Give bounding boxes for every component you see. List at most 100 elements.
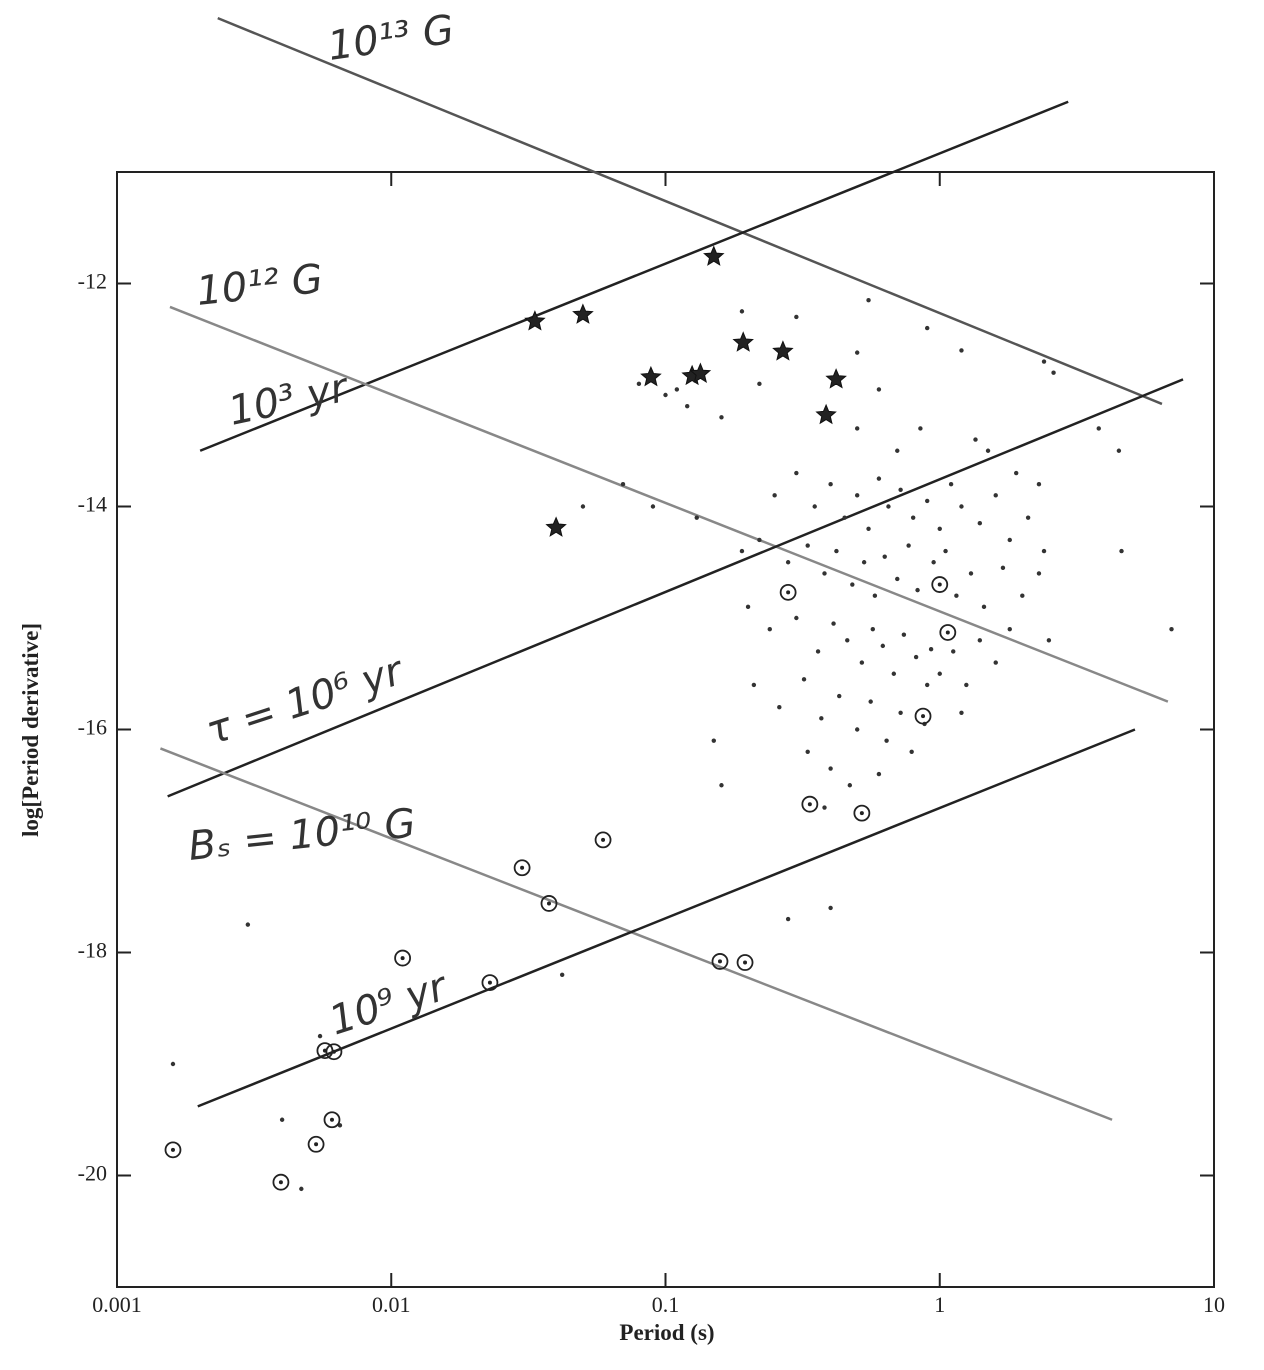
pulsar-dot [868,699,873,704]
marker-center [601,837,606,842]
pulsar-dot [918,426,923,431]
pulsar-dot [812,504,817,509]
pulsar-dot [910,515,916,520]
pulsar-dot [719,415,724,420]
y-tick-label: -20 [78,1161,107,1186]
binary-marker [272,1173,290,1191]
pulsar-dot [847,783,853,788]
marker-ring [307,1135,325,1153]
pulsar-dot [1119,548,1124,554]
pulsar-dot [831,621,836,626]
pulsar-dot [876,476,882,481]
y-tick-label: -12 [78,269,107,294]
star-marker [524,310,546,331]
pulsar-dot [772,493,777,498]
pulsar-dot [954,593,959,598]
pulsar-dot [959,710,964,715]
pulsar-dot [925,498,930,504]
star-marker [572,303,594,324]
x-tick-label: 0.001 [92,1292,142,1317]
marker-center [921,714,926,719]
pulsar-dot [943,548,948,554]
marker-ring [272,1173,290,1191]
marker-ring [164,1141,182,1159]
pulsar-dot [951,649,956,654]
pulsar-dot [866,526,871,531]
pulsar-dot [794,314,799,320]
reference-line [159,747,1113,1121]
marker-ring [779,583,797,601]
pulsar-dot [977,521,983,526]
pulsar-dot [880,643,886,649]
pulsar-dot [805,543,810,548]
marker-ring [914,707,932,725]
marker-ring [540,895,558,912]
pulsar-dot [993,493,998,498]
pulsar-dot [898,710,903,715]
pulsar-dot [785,560,791,565]
pulsar-dot [580,504,586,509]
pulsar-dot [767,626,772,632]
pulsar-dot [620,482,626,487]
binary-marker [540,895,558,912]
pulsar-dot [777,705,782,710]
pulsar-dot [1007,537,1012,543]
pulsar-dot [931,560,936,565]
pulsar-dot [685,403,690,409]
marker-center [170,1147,175,1152]
pulsar-dot [854,426,860,431]
y-tick-label: -18 [78,938,107,963]
star-marker [689,362,712,383]
marker-ring [481,974,499,992]
line-label: 10¹³ G [325,7,457,70]
pulsar-dot [948,482,954,487]
binary-marker [164,1141,182,1159]
pulsar-dot [828,482,833,487]
pulsar-dot [794,615,799,621]
pulsar-dot [854,493,860,498]
reference-line [217,16,1163,406]
pulsar-dot [828,766,833,771]
line-label: 10¹² G [194,256,325,315]
marker-center [329,1117,334,1122]
pulsar-dot [882,554,887,559]
x-tick-label: 1 [934,1292,945,1317]
marker-ring [394,949,412,967]
marker-center [786,590,791,595]
pulsar-dot [876,771,882,777]
star-marker [825,368,847,389]
pulsar-dot [870,626,875,632]
binary-marker [931,576,949,593]
binary-marker [394,949,412,967]
pulsar-dot [845,638,850,643]
pulsar-dot [1036,482,1042,487]
marker-ring [801,795,819,813]
binary-marker [513,859,531,877]
pulsar-dot [801,677,807,682]
marker-ring [594,831,612,849]
pulsar-dot [876,387,882,392]
marker-center [859,811,864,816]
marker-center [937,582,942,587]
binary-marker [779,583,797,601]
pulsar-dot [959,504,964,509]
y-axis-title: log[Period derivative] [18,623,43,837]
pulsar-dot [884,738,889,743]
pulsar-dot [785,916,791,922]
pulsar-dot [794,470,799,476]
marker-center [743,960,748,965]
pulsar-dot [854,727,860,732]
pulsar-dot [909,749,914,754]
pulsar-dot [850,582,855,587]
pulsar-dot [925,682,930,688]
y-tick-label: -14 [78,492,107,517]
marker-center [331,1049,336,1054]
star-marker [732,331,754,352]
pulsar-dot [317,1033,323,1039]
binary-marker [801,795,819,813]
pulsar-dot [245,922,251,927]
pulsar-dot [834,548,839,554]
pulsar-dot [886,504,891,509]
pulsar-dot [925,325,930,331]
pulsar-dot [842,515,847,520]
